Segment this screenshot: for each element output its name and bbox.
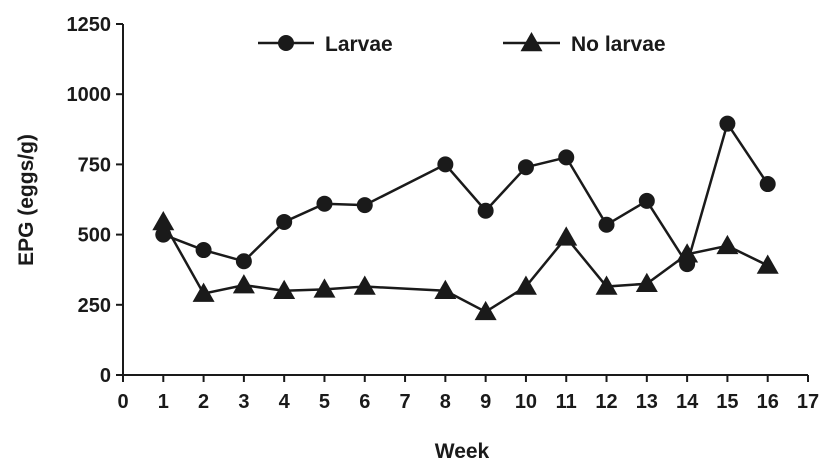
data-point-no-larvae bbox=[192, 282, 215, 302]
data-point-no-larvae bbox=[514, 275, 537, 295]
legend-label: Larvae bbox=[325, 33, 393, 56]
y-tick-label: 0 bbox=[100, 365, 111, 387]
data-point-larvae bbox=[276, 213, 293, 230]
x-tick-label: 10 bbox=[515, 391, 537, 413]
x-tick-label: 1 bbox=[158, 391, 169, 413]
data-point-larvae bbox=[719, 115, 736, 132]
series-layer bbox=[152, 115, 779, 321]
y-tick-label: 1000 bbox=[67, 84, 112, 106]
series-larvae bbox=[155, 115, 776, 273]
legend-marker-triangle bbox=[520, 32, 543, 52]
x-tick-label: 13 bbox=[636, 391, 658, 413]
y-tick-label: 500 bbox=[78, 225, 111, 247]
x-tick-label: 12 bbox=[595, 391, 617, 413]
data-point-larvae bbox=[477, 202, 494, 219]
data-point-larvae bbox=[759, 176, 776, 193]
x-tick-label: 9 bbox=[480, 391, 491, 413]
data-point-no-larvae bbox=[353, 275, 376, 295]
x-tick-label: 17 bbox=[797, 391, 819, 413]
x-ticks: 0 1 2 3 4 5 6 7 8 9 10 11 12 13 14 15 16 17 bbox=[117, 375, 819, 413]
series-line-larvae bbox=[162, 120, 769, 268]
x-tick-label: 5 bbox=[319, 391, 330, 413]
data-point-larvae bbox=[558, 149, 575, 166]
data-point-no-larvae bbox=[152, 210, 175, 231]
x-tick-label: 7 bbox=[399, 391, 410, 413]
data-point-no-larvae bbox=[555, 226, 578, 246]
x-tick-label: 14 bbox=[676, 391, 699, 413]
data-point-no-larvae bbox=[273, 279, 296, 300]
x-tick-label: 15 bbox=[716, 391, 738, 413]
y-tick-label: 750 bbox=[78, 154, 111, 176]
data-point-larvae bbox=[517, 159, 534, 176]
x-axis-title: Week bbox=[435, 440, 490, 461]
data-point-no-larvae bbox=[434, 279, 457, 300]
data-point-larvae bbox=[598, 216, 615, 233]
data-point-larvae bbox=[316, 195, 333, 212]
data-point-larvae bbox=[235, 253, 252, 270]
y-tick-label: 250 bbox=[78, 295, 111, 317]
legend-marker-circle bbox=[278, 35, 294, 51]
x-tick-label: 8 bbox=[440, 391, 451, 413]
x-tick-label: 16 bbox=[757, 391, 779, 413]
legend-item-no-larvae: No larvae bbox=[503, 32, 666, 56]
series-no-larvae bbox=[152, 210, 779, 321]
y-ticks: 0 250 500 750 1000 1250 bbox=[67, 14, 123, 387]
data-point-larvae bbox=[195, 242, 212, 259]
data-point-no-larvae bbox=[474, 300, 497, 321]
series-line-no-larvae bbox=[162, 221, 769, 314]
data-point-no-larvae bbox=[716, 234, 739, 255]
legend: Larvae No larvae bbox=[258, 32, 666, 56]
y-axis: 0 250 500 750 1000 1250 EPG (eggs/g) bbox=[15, 14, 124, 387]
x-axis: 0 1 2 3 4 5 6 7 8 9 10 11 12 13 14 15 16 17 Week bbox=[117, 374, 819, 461]
data-point-no-larvae bbox=[756, 254, 779, 274]
x-tick-label: 3 bbox=[238, 391, 249, 413]
x-tick-label: 4 bbox=[279, 391, 291, 413]
x-tick-label: 0 bbox=[117, 391, 128, 413]
data-point-no-larvae bbox=[595, 275, 618, 295]
data-point-no-larvae bbox=[635, 272, 658, 292]
data-point-no-larvae bbox=[676, 243, 699, 263]
data-point-larvae bbox=[638, 192, 655, 209]
x-tick-label: 6 bbox=[359, 391, 370, 413]
y-tick-label: 1250 bbox=[67, 14, 112, 36]
legend-item-larvae: Larvae bbox=[258, 33, 393, 56]
data-point-no-larvae bbox=[232, 274, 255, 294]
data-point-no-larvae bbox=[313, 278, 336, 298]
y-axis-title: EPG (eggs/g) bbox=[15, 134, 38, 266]
legend-label: No larvae bbox=[571, 33, 666, 56]
x-tick-label: 2 bbox=[198, 391, 209, 413]
data-point-larvae bbox=[356, 197, 373, 214]
x-tick-label: 11 bbox=[556, 391, 577, 413]
data-point-larvae bbox=[437, 156, 454, 173]
